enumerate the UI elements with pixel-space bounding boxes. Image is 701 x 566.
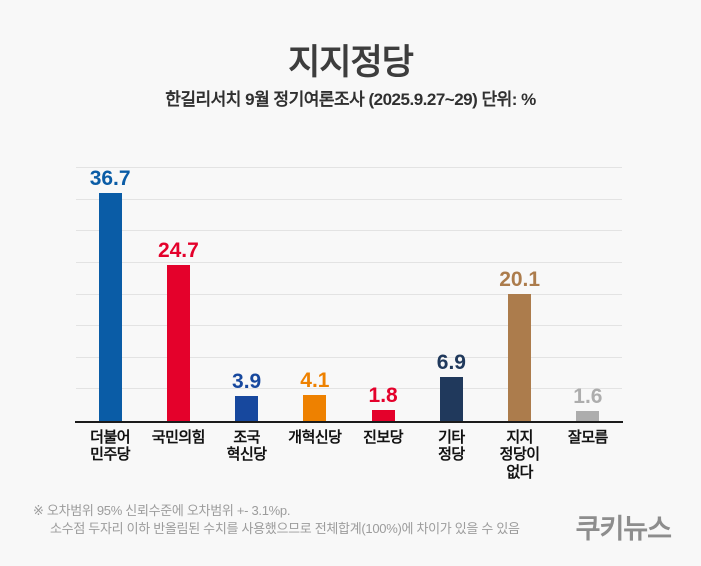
gridline xyxy=(76,167,622,168)
bars-row: 36.7 24.7 3.9 4.1 1.8 6.9 20.1 1.6 xyxy=(76,168,622,421)
category-label: 기타 정당 xyxy=(438,429,465,464)
bar-slot: 36.7 xyxy=(76,168,144,421)
x-axis-line xyxy=(75,421,623,423)
bar-slot: 20.1 xyxy=(486,168,554,421)
gridline xyxy=(76,198,622,200)
gridline xyxy=(76,293,622,295)
bar-chart-plot: 36.7 24.7 3.9 4.1 1.8 6.9 20.1 1.6 xyxy=(75,167,623,423)
bar-value-label: 36.7 xyxy=(89,167,131,190)
category-label: 국민의힘 xyxy=(151,429,206,446)
bar-value-label: 6.9 xyxy=(436,351,466,375)
bar-slot: 6.9 xyxy=(417,168,485,421)
gridline xyxy=(76,261,622,263)
category-label: 지지 정당이 없다 xyxy=(499,429,540,481)
bar-value-label: 1.6 xyxy=(573,384,603,408)
bar xyxy=(508,293,532,421)
page-title: 지지정당 xyxy=(288,43,414,82)
bar xyxy=(166,264,190,421)
gridline xyxy=(76,388,622,390)
category-label: 개혁신당 xyxy=(288,429,342,446)
kukinews-logo: 쿠키뉴스 xyxy=(575,514,672,544)
category-label: 진보당 xyxy=(363,429,404,446)
bar xyxy=(235,396,259,421)
category-label: 더불어 민주당 xyxy=(90,429,131,464)
bar-value-label: 4.1 xyxy=(300,369,330,393)
category-labels-row: 더불어 민주당 국민의힘 조국 혁신당 개혁신당 진보당 기타 정당 지지 정당이 없다 잘모… xyxy=(76,429,622,481)
category-label: 조국 혁신당 xyxy=(226,429,267,464)
bar xyxy=(98,193,122,421)
bar-value-label: 20.1 xyxy=(499,267,541,291)
footnote-line-1: ※ 오차범위 95% 신뢰수준에 오차범위 +- 3.1%p. xyxy=(33,503,291,518)
gridline xyxy=(76,230,622,232)
bar xyxy=(371,409,395,421)
bar-value-label: 24.7 xyxy=(157,238,199,262)
bar-slot: 1.8 xyxy=(349,168,417,421)
footnote-line-2: 소수점 두자리 이하 반올림된 수치를 사용했으므로 전체합계(100%)에 차… xyxy=(50,521,520,536)
category-label: 잘모름 xyxy=(567,429,608,446)
bar-slot: 1.6 xyxy=(554,168,622,421)
bar xyxy=(439,377,463,421)
bar-slot: 4.1 xyxy=(281,168,349,421)
footnote: ※ 오차범위 95% 신뢰수준에 오차범위 +- 3.1%p. 소수점 두자리 … xyxy=(33,502,520,538)
gridline xyxy=(76,325,622,327)
page-subtitle: 한길리서치 9월 정기여론조사 (2025.9.27~29) 단위: % xyxy=(165,90,536,109)
bar xyxy=(576,410,600,421)
bar-slot: 3.9 xyxy=(213,168,281,421)
gridline xyxy=(76,356,622,358)
bar xyxy=(303,395,327,421)
bar-value-label: 1.8 xyxy=(368,383,398,407)
bar-value-label: 3.9 xyxy=(232,370,262,394)
bar-slot: 24.7 xyxy=(144,168,212,421)
